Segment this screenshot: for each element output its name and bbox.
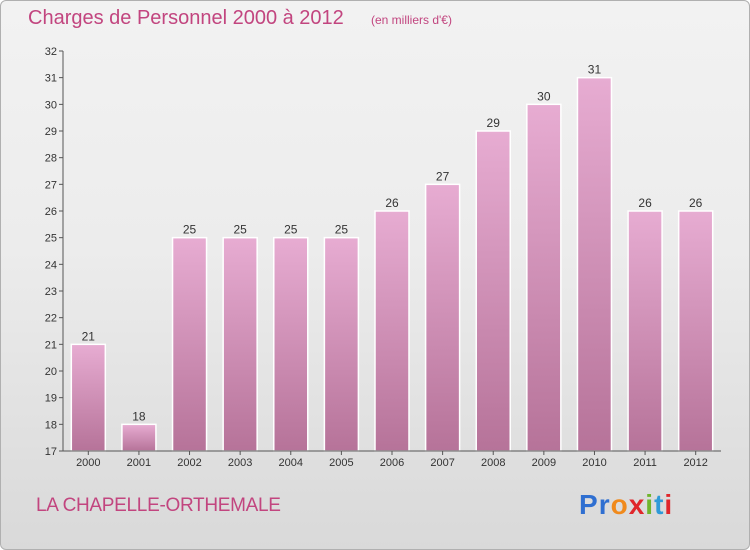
y-tick-label: 19 xyxy=(45,393,57,405)
bar-value-label: 25 xyxy=(183,223,197,237)
bar xyxy=(424,183,461,452)
bar xyxy=(222,236,258,452)
y-tick-label: 30 xyxy=(45,99,57,111)
y-tick-label: 25 xyxy=(45,233,57,245)
y-tick-label: 28 xyxy=(45,153,57,165)
bar-value-label: 25 xyxy=(233,223,247,237)
bar xyxy=(121,423,157,452)
y-tick-label: 24 xyxy=(45,259,57,271)
bar-value-label: 21 xyxy=(82,329,96,343)
bar xyxy=(171,236,208,452)
logo-letter: t xyxy=(654,489,665,520)
bar xyxy=(677,210,714,452)
bar-value-label: 31 xyxy=(588,63,602,77)
bar xyxy=(374,210,410,452)
y-tick-label: 21 xyxy=(45,339,57,351)
x-tick-label: 2011 xyxy=(633,457,657,469)
bar xyxy=(576,76,613,452)
bar-value-label: 26 xyxy=(689,196,703,210)
bar-value-label: 25 xyxy=(335,223,349,237)
logo-letter: i xyxy=(664,489,674,520)
y-tick-label: 31 xyxy=(45,73,57,85)
y-tick-label: 29 xyxy=(45,126,57,138)
bar xyxy=(475,130,511,452)
y-tick-label: 22 xyxy=(45,313,57,325)
bar-value-label: 26 xyxy=(638,196,652,210)
x-tick-label: 2010 xyxy=(582,457,606,469)
x-tick-label: 2005 xyxy=(329,457,353,469)
bar xyxy=(323,236,360,452)
x-tick-label: 2004 xyxy=(279,457,303,469)
bar-value-label: 29 xyxy=(487,116,501,130)
bar-value-label: 26 xyxy=(385,196,399,210)
logo-letter: o xyxy=(610,489,629,520)
x-tick-label: 2000 xyxy=(76,457,100,469)
proxiti-logo: Proxiti xyxy=(579,489,673,521)
logo-letter: i xyxy=(645,489,655,520)
x-tick-label: 2003 xyxy=(228,457,252,469)
commune-name: LA CHAPELLE-ORTHEMALE xyxy=(36,495,281,516)
x-tick-label: 2008 xyxy=(481,457,505,469)
bar-value-label: 25 xyxy=(284,223,298,237)
y-tick-label: 32 xyxy=(45,46,57,58)
bar xyxy=(273,236,309,452)
y-tick-label: 17 xyxy=(45,446,57,458)
x-tick-label: 2001 xyxy=(127,457,151,469)
chart-subtitle: (en milliers d'€) xyxy=(371,13,452,27)
y-tick-label: 20 xyxy=(45,366,57,378)
bar-value-label: 18 xyxy=(132,409,146,423)
x-tick-label: 2007 xyxy=(430,457,454,469)
x-tick-label: 2006 xyxy=(380,457,404,469)
chart-title: Charges de Personnel 2000 à 2012 xyxy=(28,7,344,29)
bar-value-label: 27 xyxy=(436,169,450,183)
bar xyxy=(70,343,107,452)
bar xyxy=(526,103,562,452)
y-tick-label: 27 xyxy=(45,179,57,191)
logo-letter: P xyxy=(579,489,599,520)
logo-letter: r xyxy=(598,489,611,520)
bar xyxy=(627,210,663,452)
y-tick-label: 23 xyxy=(45,286,57,298)
y-tick-label: 18 xyxy=(45,419,57,431)
bar-value-label: 30 xyxy=(537,89,551,103)
x-tick-label: 2009 xyxy=(532,457,556,469)
logo-letter: x xyxy=(628,489,646,520)
y-tick-label: 26 xyxy=(45,206,57,218)
x-tick-label: 2002 xyxy=(177,457,201,469)
x-tick-label: 2012 xyxy=(683,457,707,469)
